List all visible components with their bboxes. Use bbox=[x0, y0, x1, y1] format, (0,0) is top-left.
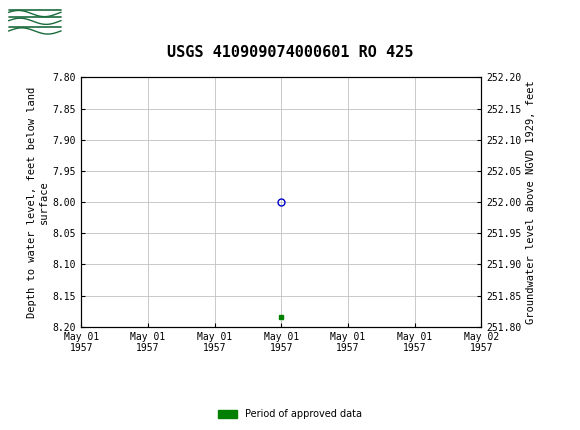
Y-axis label: Groundwater level above NGVD 1929, feet: Groundwater level above NGVD 1929, feet bbox=[525, 80, 536, 324]
Bar bbox=[6, 3, 64, 36]
Y-axis label: Depth to water level, feet below land
surface: Depth to water level, feet below land su… bbox=[27, 86, 49, 318]
Legend: Period of approved data: Period of approved data bbox=[214, 405, 366, 423]
Text: USGS 410909074000601 RO 425: USGS 410909074000601 RO 425 bbox=[167, 45, 413, 60]
Text: USGS: USGS bbox=[75, 10, 130, 28]
